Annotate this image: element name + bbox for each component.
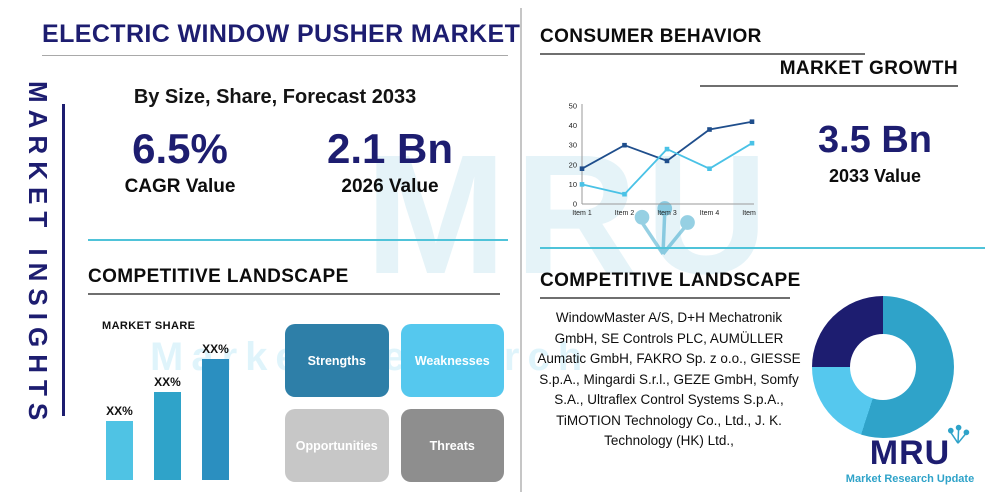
swot-cell-weaknesses: Weaknesses: [400, 324, 504, 397]
logo-subtext: Market Research Update: [845, 473, 975, 485]
heading-competitive-landscape-left: COMPETITIVE LANDSCAPE: [88, 266, 349, 287]
cagr-label: CAGR Value: [124, 176, 236, 198]
cagr-value: 6.5%: [132, 125, 228, 172]
watermark-text: MRU: [365, 120, 777, 310]
market-share-donut-chart: [812, 296, 954, 438]
page-subtitle: By Size, Share, Forecast 2033: [133, 86, 417, 108]
bar-rect: [106, 421, 133, 480]
svg-text:30: 30: [569, 141, 577, 150]
svg-text:0: 0: [573, 200, 577, 209]
value-2026: 2.1 Bn: [326, 125, 454, 172]
stat-2026-value: 2.1 Bn 2026 Value: [290, 125, 490, 198]
bar-1: XX%: [106, 404, 133, 480]
competitive-landscape-underline: [540, 297, 790, 299]
heading-consumer-behavior: CONSUMER BEHAVIOR: [540, 26, 762, 47]
label-2033: 2033 Value: [828, 165, 922, 186]
sidebar-vertical-label: MARKET INSIGHTS: [23, 81, 53, 428]
consumer-behavior-underline: [540, 53, 865, 55]
label-2026: 2026 Value: [341, 176, 439, 198]
swot-cell-opportunities: Opportunities: [285, 409, 389, 482]
company-list: WindowMaster A/S, D+H Mechatronik GmbH, …: [537, 310, 801, 449]
swot-cell-threats: Threats: [400, 409, 504, 482]
svg-text:40: 40: [569, 121, 577, 130]
bar-value-label: XX%: [106, 404, 133, 418]
svg-text:Item 4: Item 4: [700, 210, 720, 217]
svg-text:Item 2: Item 2: [615, 210, 635, 217]
bar-rect: [202, 359, 229, 480]
right-teal-divider: [540, 247, 985, 249]
mru-logo: MRU Market Research Update: [830, 424, 990, 485]
market-growth-line-chart: 0 10 20 30 40 50 Item 1 Item 2 Item 3 Item 4 Item …: [558, 100, 762, 220]
bar-value-label: XX%: [202, 342, 229, 356]
bar-3: XX%: [202, 342, 229, 480]
title-underline: [42, 55, 508, 56]
value-2033: 3.5 Bn: [817, 119, 933, 161]
svg-text:10: 10: [569, 180, 577, 189]
logo-text: MRU: [869, 434, 951, 472]
bar-value-label: XX%: [154, 375, 181, 389]
column-divider: [520, 8, 522, 492]
swot-grid: Strengths Weaknesses Opportunities Threats: [285, 324, 504, 482]
sidebar-divider: [62, 104, 65, 416]
svg-text:Item 1: Item 1: [572, 210, 592, 217]
swot-cell-strengths: Strengths: [285, 324, 389, 397]
heading-competitive-landscape-right: COMPETITIVE LANDSCAPE: [540, 270, 801, 291]
svg-text:Item 5: Item 5: [742, 210, 758, 217]
stat-2033-value: 3.5 Bn 2033 Value: [780, 119, 970, 187]
bar-rect: [154, 392, 181, 480]
heading-underline-left: [88, 293, 500, 295]
bar-2: XX%: [154, 375, 181, 480]
stat-cagr: 6.5% CAGR Value: [80, 125, 280, 198]
market-growth-underline: [700, 85, 958, 87]
svg-text:20: 20: [569, 160, 577, 169]
heading-market-growth: MARKET GROWTH: [779, 58, 958, 79]
bar-chart-bars: XX% XX% XX%: [106, 336, 248, 480]
svg-text:Item 3: Item 3: [657, 210, 677, 217]
donut-hole: [850, 334, 916, 400]
svg-text:50: 50: [569, 102, 577, 111]
logo-leaf-icon: [947, 424, 970, 444]
market-share-title: MARKET SHARE: [102, 320, 196, 332]
page-title: ELECTRIC WINDOW PUSHER MARKET: [42, 20, 521, 48]
left-teal-divider: [88, 239, 508, 241]
